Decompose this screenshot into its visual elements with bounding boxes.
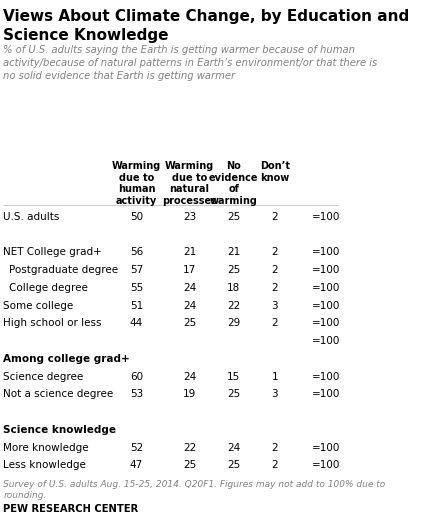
- Text: Less knowledge: Less knowledge: [3, 460, 86, 470]
- Text: 29: 29: [227, 319, 240, 328]
- Text: % of U.S. adults saying the Earth is getting warmer because of human
activity/be: % of U.S. adults saying the Earth is get…: [3, 45, 378, 81]
- Text: =100: =100: [312, 265, 340, 275]
- Text: Not a science degree: Not a science degree: [3, 389, 114, 400]
- Text: 17: 17: [183, 265, 196, 275]
- Text: Survey of U.S. adults Aug. 15-25, 2014. Q20F1. Figures may not add to 100% due t: Survey of U.S. adults Aug. 15-25, 2014. …: [3, 480, 386, 500]
- Text: 25: 25: [227, 265, 240, 275]
- Text: Don’t
know: Don’t know: [260, 161, 290, 183]
- Text: 21: 21: [183, 247, 196, 257]
- Text: =100: =100: [312, 283, 340, 293]
- Text: 2: 2: [272, 460, 278, 470]
- Text: 25: 25: [227, 389, 240, 400]
- Text: 24: 24: [227, 443, 240, 453]
- Text: =100: =100: [312, 247, 340, 257]
- Text: 3: 3: [272, 301, 278, 311]
- Text: =100: =100: [312, 460, 340, 470]
- Text: 15: 15: [227, 372, 240, 381]
- Text: =100: =100: [312, 212, 340, 222]
- Text: 2: 2: [272, 283, 278, 293]
- Text: 24: 24: [183, 372, 196, 381]
- Text: 24: 24: [183, 283, 196, 293]
- Text: PEW RESEARCH CENTER: PEW RESEARCH CENTER: [3, 503, 139, 513]
- Text: 1: 1: [272, 372, 278, 381]
- Text: 56: 56: [130, 247, 143, 257]
- Text: =100: =100: [312, 319, 340, 328]
- Text: 24: 24: [183, 301, 196, 311]
- Text: 52: 52: [130, 443, 143, 453]
- Text: =100: =100: [312, 389, 340, 400]
- Text: Postgraduate degree: Postgraduate degree: [8, 265, 118, 275]
- Text: 50: 50: [130, 212, 143, 222]
- Text: 22: 22: [183, 443, 196, 453]
- Text: Science degree: Science degree: [3, 372, 84, 381]
- Text: 2: 2: [272, 247, 278, 257]
- Text: 53: 53: [130, 389, 143, 400]
- Text: 2: 2: [272, 265, 278, 275]
- Text: 25: 25: [227, 460, 240, 470]
- Text: Among college grad+: Among college grad+: [3, 354, 130, 364]
- Text: 22: 22: [227, 301, 240, 311]
- Text: 2: 2: [272, 443, 278, 453]
- Text: More knowledge: More knowledge: [3, 443, 89, 453]
- Text: 18: 18: [227, 283, 240, 293]
- Text: 23: 23: [183, 212, 196, 222]
- Text: College degree: College degree: [8, 283, 88, 293]
- Text: Views About Climate Change, by Education and
Science Knowledge: Views About Climate Change, by Education…: [3, 9, 409, 43]
- Text: U.S. adults: U.S. adults: [3, 212, 60, 222]
- Text: 21: 21: [227, 247, 240, 257]
- Text: 55: 55: [130, 283, 143, 293]
- Text: =100: =100: [312, 301, 340, 311]
- Text: 3: 3: [272, 389, 278, 400]
- Text: 25: 25: [227, 212, 240, 222]
- Text: =100: =100: [312, 372, 340, 381]
- Text: 44: 44: [130, 319, 143, 328]
- Text: 47: 47: [130, 460, 143, 470]
- Text: 25: 25: [183, 319, 196, 328]
- Text: 2: 2: [272, 212, 278, 222]
- Text: 2: 2: [272, 319, 278, 328]
- Text: Science knowledge: Science knowledge: [3, 425, 116, 435]
- Text: Warming
due to
human
activity: Warming due to human activity: [112, 161, 161, 206]
- Text: 25: 25: [183, 460, 196, 470]
- Text: Some college: Some college: [3, 301, 74, 311]
- Text: 19: 19: [183, 389, 196, 400]
- Text: 51: 51: [130, 301, 143, 311]
- Text: No
evidence
of
warming: No evidence of warming: [209, 161, 258, 206]
- Text: High school or less: High school or less: [3, 319, 102, 328]
- Text: 60: 60: [130, 372, 143, 381]
- Text: =100: =100: [312, 443, 340, 453]
- Text: Warming
due to
natural
processes: Warming due to natural processes: [162, 161, 217, 206]
- Text: 57: 57: [130, 265, 143, 275]
- Text: =100: =100: [312, 336, 340, 346]
- Text: NET College grad+: NET College grad+: [3, 247, 102, 257]
